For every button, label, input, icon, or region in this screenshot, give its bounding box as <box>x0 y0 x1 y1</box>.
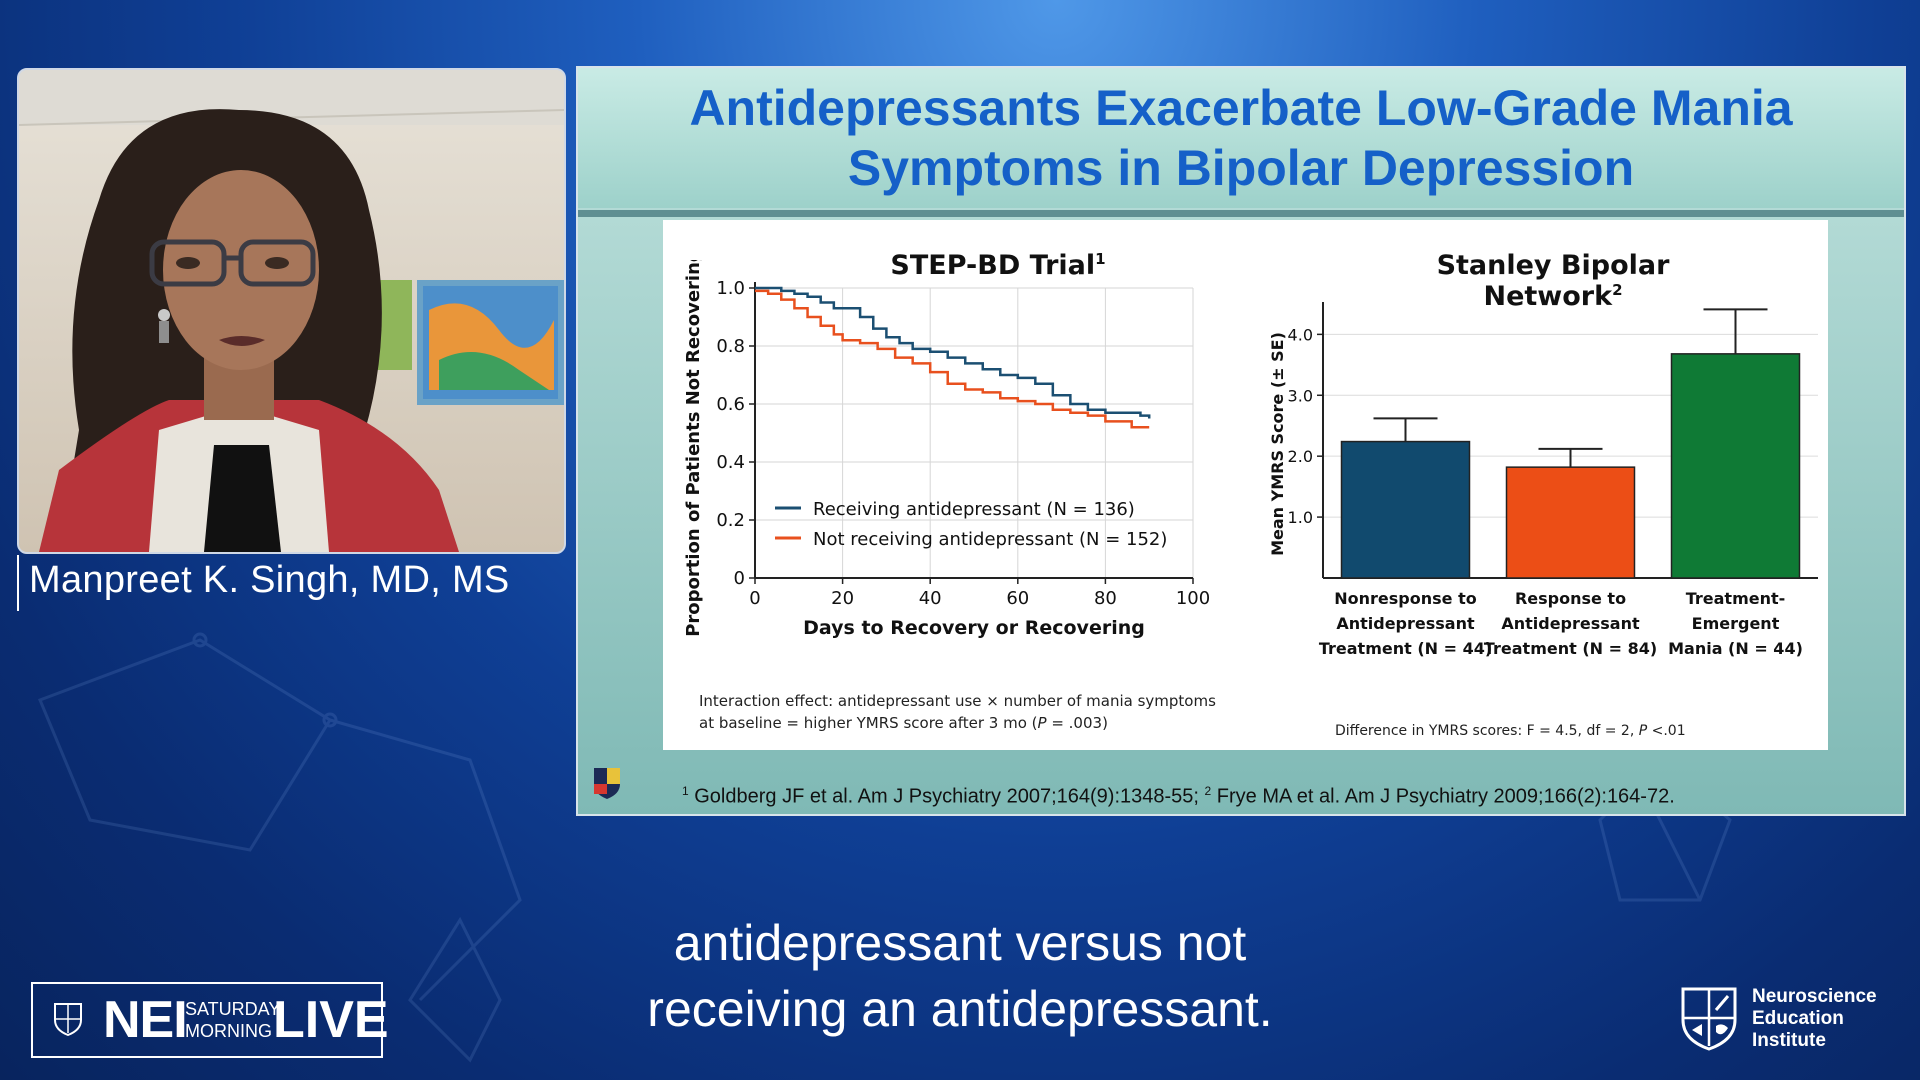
saturday-morning: SATURDAY MORNING <box>185 998 280 1042</box>
nei-shield-icon <box>594 768 620 799</box>
institute-line1: Neuroscience <box>1752 986 1877 1007</box>
y-tick-label: 0.2 <box>716 510 745 531</box>
step-bd-note-suffix: = .003) <box>1046 714 1108 732</box>
step-bd-title-text: STEP-BD Trial <box>890 250 1096 281</box>
sbn-title: Stanley Bipolar Network2 <box>1363 250 1743 312</box>
x-tick-label: 40 <box>919 588 942 609</box>
sbn-title-text: Stanley Bipolar Network <box>1436 250 1670 312</box>
institute-name: Neuroscience Education Institute <box>1752 986 1877 1052</box>
step-bd-note-line1: Interaction effect: antidepressant use ×… <box>699 692 1216 710</box>
y-tick-label: 0.6 <box>716 394 745 415</box>
y-tick-label: 2.0 <box>1288 447 1313 466</box>
slide-title-line1: Antidepressants Exacerbate Low-Grade Man… <box>689 80 1793 136</box>
slide-title-band <box>578 68 1904 208</box>
presenter-name: Manpreet K. Singh, MD, MS <box>29 559 510 601</box>
live-wordmark: LIVE <box>273 991 389 1049</box>
y-tick-label: 1.0 <box>716 278 745 299</box>
footnote-1: Goldberg JF et al. Am J Psychiatry 2007;… <box>694 785 1199 808</box>
y-tick-label: 0.4 <box>716 452 745 473</box>
figure-panel: STEP-BD Trial1 0 20 40 60 80 100 0 0.2 0.4 0.6 0.8… <box>663 220 1828 750</box>
km-curve-series-1 <box>755 286 1151 419</box>
neuroscience-education-institute-logo: Neuroscience Education Institute <box>1680 982 1920 1058</box>
sbn-note-suffix: <.01 <box>1647 723 1686 739</box>
step-bd-note-prefix: at baseline = higher YMRS score after 3 … <box>699 714 1038 732</box>
x-category-label: Nonresponse to <box>1334 589 1476 608</box>
x-category-label: Emergent <box>1692 614 1780 633</box>
x-tick-label: 20 <box>831 588 854 609</box>
y-axis-label: Mean YMRS Score (± SE) <box>1268 332 1287 556</box>
y-tick-label: 0.8 <box>716 336 745 357</box>
nei-shield-icon <box>54 1003 82 1036</box>
sbn-note: Difference in YMRS scores: F = 4.5, df =… <box>1335 720 1815 742</box>
footnote-2: Frye MA et al. Am J Psychiatry 2009;166(… <box>1216 785 1675 808</box>
sbn-note-p: P <box>1638 723 1648 739</box>
x-axis-label: Days to Recovery or Recovering <box>803 617 1145 639</box>
saturday-text: SATURDAY <box>185 999 281 1019</box>
sbn-note-prefix: Difference in YMRS scores: F = 4.5, df =… <box>1335 723 1639 739</box>
footnote-marker-1: 1 <box>682 784 689 798</box>
x-category-label: Mania (N = 44) <box>1668 639 1803 658</box>
footnote-marker-2: 2 <box>1204 784 1212 798</box>
presenter-name-bar: Manpreet K. Singh, MD, MS <box>17 555 579 611</box>
step-bd-line-chart: 0 20 40 60 80 100 0 0.2 0.4 0.6 0.8 1.0 Days to Reco… <box>683 260 1210 639</box>
slide-footnote: 1 Goldberg JF et al. Am J Psychiatry 200… <box>682 784 1675 809</box>
slide-title-line2: Symptoms in Bipolar Depression <box>847 140 1635 196</box>
step-bd-note-p: P <box>1037 714 1047 732</box>
institute-line3: Institute <box>1752 1030 1826 1051</box>
x-tick-label: 80 <box>1094 588 1117 609</box>
institute-line2: Education <box>1752 1008 1844 1029</box>
subtitle-caption: antidepressant versus not receiving an a… <box>420 910 1500 1042</box>
sbn-title-sup: 2 <box>1612 281 1623 299</box>
presenter-video <box>17 68 566 554</box>
nei-saturday-morning-live-logo: NEI SATURDAY MORNING LIVE <box>31 982 389 1058</box>
bar <box>1505 466 1636 579</box>
slide: Antidepressants Exacerbate Low-Grade Man… <box>576 66 1906 816</box>
x-category-label: Antidepressant <box>1336 614 1475 633</box>
presenter-image <box>19 70 564 552</box>
bar <box>1340 440 1471 579</box>
morning-text: MORNING <box>185 1021 272 1041</box>
x-tick-label: 60 <box>1006 588 1029 609</box>
y-tick-label: 1.0 <box>1288 508 1313 527</box>
x-category-label: Treatment (N = 84) <box>1484 639 1657 658</box>
legend-label-series-2: Not receiving antidepressant (N = 152) <box>813 529 1167 550</box>
caption-line2: receiving an antidepressant. <box>647 981 1273 1037</box>
x-category-label: Treatment (N = 44) <box>1319 639 1492 658</box>
slide-title: Antidepressants Exacerbate Low-Grade Man… <box>578 78 1904 198</box>
x-tick-label: 100 <box>1176 588 1210 609</box>
legend-label-series-1: Receiving antidepressant (N = 136) <box>813 499 1135 520</box>
km-curve-series-2 <box>755 289 1150 429</box>
y-tick-label: 0 <box>734 568 745 589</box>
x-category-label: Antidepressant <box>1501 614 1640 633</box>
step-bd-note: Interaction effect: antidepressant use ×… <box>699 690 1259 734</box>
caption-line1: antidepressant versus not <box>673 915 1247 971</box>
step-bd-title-sup: 1 <box>1095 250 1106 268</box>
nei-wordmark: NEI <box>103 991 188 1049</box>
x-tick-label: 0 <box>749 588 760 609</box>
y-tick-label: 4.0 <box>1288 325 1313 344</box>
institute-shield-icon <box>1681 987 1737 1051</box>
bar <box>1670 353 1801 579</box>
y-tick-label: 3.0 <box>1288 386 1313 405</box>
step-bd-title: STEP-BD Trial1 <box>878 250 1118 281</box>
y-axis-label: Proportion of Patients Not Recovering <box>683 260 704 637</box>
x-category-label: Response to <box>1515 589 1626 608</box>
x-category-label: Treatment- <box>1686 589 1786 608</box>
step-bd-note-line2: at baseline = higher YMRS score after 3 … <box>699 712 1259 734</box>
slide-title-rule <box>578 210 1904 217</box>
